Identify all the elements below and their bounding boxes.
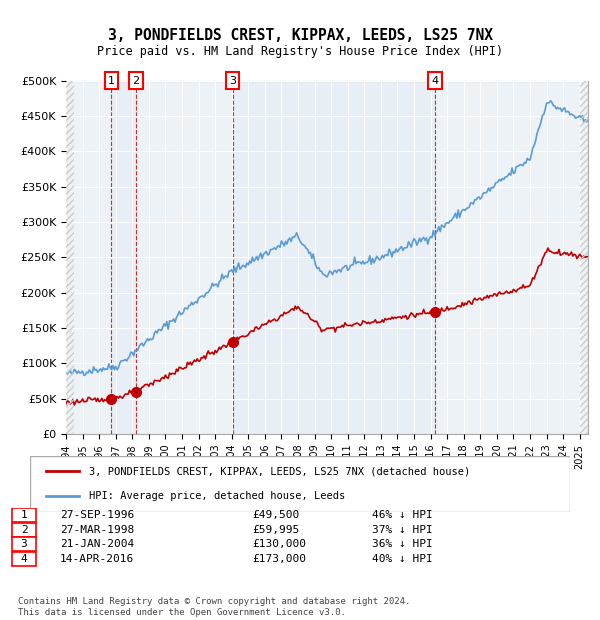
Text: 1: 1 [20, 510, 28, 520]
FancyBboxPatch shape [30, 456, 570, 512]
Text: 40% ↓ HPI: 40% ↓ HPI [372, 554, 433, 564]
Text: 3: 3 [229, 76, 236, 86]
Bar [233, 81, 435, 434]
Text: 36% ↓ HPI: 36% ↓ HPI [372, 539, 433, 549]
Text: Contains HM Land Registry data © Crown copyright and database right 2024.
This d: Contains HM Land Registry data © Crown c… [18, 598, 410, 617]
Text: 46% ↓ HPI: 46% ↓ HPI [372, 510, 433, 520]
Text: £173,000: £173,000 [252, 554, 306, 564]
Text: £59,995: £59,995 [252, 525, 299, 534]
Text: 3: 3 [20, 539, 28, 549]
Text: 4: 4 [432, 76, 439, 86]
Text: 2: 2 [133, 76, 140, 86]
Text: 37% ↓ HPI: 37% ↓ HPI [372, 525, 433, 534]
FancyBboxPatch shape [12, 508, 36, 522]
FancyBboxPatch shape [12, 552, 36, 565]
Text: £49,500: £49,500 [252, 510, 299, 520]
FancyBboxPatch shape [12, 538, 36, 551]
Text: HPI: Average price, detached house, Leeds: HPI: Average price, detached house, Leed… [89, 491, 346, 501]
Text: Price paid vs. HM Land Registry's House Price Index (HPI): Price paid vs. HM Land Registry's House … [97, 45, 503, 58]
Bar [66, 81, 74, 434]
Text: 21-JAN-2004: 21-JAN-2004 [60, 539, 134, 549]
Text: 3, PONDFIELDS CREST, KIPPAX, LEEDS, LS25 7NX: 3, PONDFIELDS CREST, KIPPAX, LEEDS, LS25… [107, 28, 493, 43]
Text: 3, PONDFIELDS CREST, KIPPAX, LEEDS, LS25 7NX (detached house): 3, PONDFIELDS CREST, KIPPAX, LEEDS, LS25… [89, 466, 470, 476]
Text: 1: 1 [108, 76, 115, 86]
Text: 2: 2 [20, 525, 28, 534]
Text: 27-MAR-1998: 27-MAR-1998 [60, 525, 134, 534]
Bar [580, 81, 588, 434]
Bar [112, 81, 136, 434]
Text: £130,000: £130,000 [252, 539, 306, 549]
FancyBboxPatch shape [12, 523, 36, 536]
Text: 4: 4 [20, 554, 28, 564]
Text: 27-SEP-1996: 27-SEP-1996 [60, 510, 134, 520]
Text: 14-APR-2016: 14-APR-2016 [60, 554, 134, 564]
